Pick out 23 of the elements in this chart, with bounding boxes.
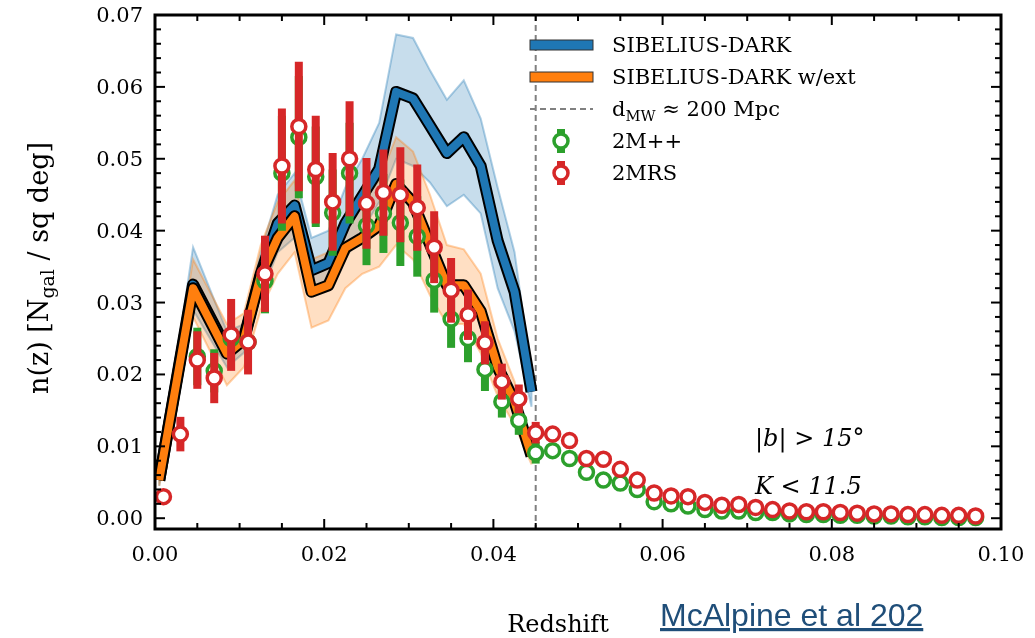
x-tick-label: 0.08: [808, 542, 856, 566]
y-tick-label: 0.03: [96, 290, 143, 315]
x-tick-label: 0.00: [131, 542, 179, 566]
x-tick-label: 0.06: [639, 542, 686, 566]
x-tick-label: 0.10: [977, 542, 1025, 566]
y-tick-label: 0.02: [96, 362, 143, 387]
ref-line-label: d$_{MW}$ ≈ 200 Mpc: [612, 97, 781, 124]
x-tick-label: 0.04: [470, 542, 517, 566]
x-axis-title: Redshift: [507, 610, 610, 638]
legend-label: SIBELIUS-DARK w/ext: [612, 65, 857, 89]
annotation: K < 11.5: [754, 472, 862, 500]
y-tick-label: 0.01: [96, 434, 143, 459]
y-tick-label: 0.00: [96, 506, 143, 531]
text: McAlpine et al 202: [660, 597, 924, 633]
legend-label: 2MRS: [612, 161, 678, 185]
annotation: |b| > 15°: [755, 424, 865, 453]
legend-label: SIBELIUS-DARK: [612, 33, 792, 57]
y-tick-label: 0.07: [96, 3, 143, 27]
y-tick-label: 0.06: [96, 74, 143, 99]
legend-label: 2M++: [612, 129, 683, 153]
x-tick-label: 0.02: [300, 542, 348, 566]
y-tick-label: 0.04: [96, 218, 143, 243]
y-tick-label: 0.05: [96, 146, 143, 171]
